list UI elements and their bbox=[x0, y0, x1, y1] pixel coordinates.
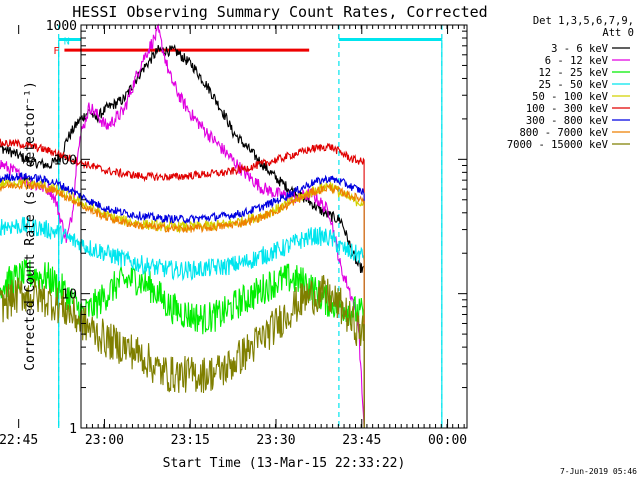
legend-label: 12 - 25 keV bbox=[538, 67, 608, 79]
legend-label: 50 - 100 keV bbox=[532, 91, 609, 103]
legend-label: 800 - 7000 keV bbox=[519, 127, 608, 139]
series-line bbox=[0, 180, 365, 428]
y-axis-label: Corrected Count Rate (s⁻¹ detector⁻¹) bbox=[23, 81, 38, 371]
series-line bbox=[0, 172, 365, 428]
legend-label: 100 - 300 keV bbox=[526, 103, 609, 115]
series-line bbox=[0, 274, 365, 428]
legend-label: 300 - 800 keV bbox=[526, 115, 609, 127]
legend-label: 6 - 12 keV bbox=[545, 55, 609, 67]
flare-flag-label: F bbox=[53, 46, 59, 57]
y-tick-label: 10 bbox=[61, 288, 77, 303]
series-line bbox=[0, 138, 365, 428]
x-tick-label: 22:45 bbox=[0, 433, 38, 448]
series-line bbox=[0, 177, 365, 428]
y-tick-label: 1000 bbox=[46, 19, 77, 34]
x-tick-label: 23:45 bbox=[342, 433, 381, 448]
night-flag-label: N bbox=[64, 36, 70, 47]
y-tick-label: 100 bbox=[54, 153, 77, 168]
chart-title: HESSI Observing Summary Count Rates, Cor… bbox=[72, 3, 487, 21]
legend-label: 25 - 50 keV bbox=[538, 79, 608, 91]
y-tick-label: 1 bbox=[69, 422, 77, 437]
legend-header: Det 1,3,5,6,7,9, bbox=[533, 15, 634, 27]
legend-header: Att 0 bbox=[602, 27, 634, 39]
legend-label: 3 - 6 keV bbox=[551, 43, 609, 55]
footer-date: 7-Jun-2019 05:46 bbox=[560, 467, 637, 476]
series-line bbox=[0, 258, 365, 428]
plot-area: FN bbox=[0, 23, 443, 429]
x-tick-label: 00:00 bbox=[428, 433, 467, 448]
legend-label: 7000 - 15000 keV bbox=[507, 139, 609, 151]
x-tick-label: 23:30 bbox=[256, 433, 295, 448]
x-axis-label: Start Time (13-Mar-15 22:33:22) bbox=[163, 456, 406, 471]
x-tick-label: 23:15 bbox=[171, 433, 210, 448]
x-tick-label: 23:00 bbox=[85, 433, 124, 448]
series-line bbox=[0, 216, 365, 428]
plot-frame bbox=[80, 24, 468, 429]
